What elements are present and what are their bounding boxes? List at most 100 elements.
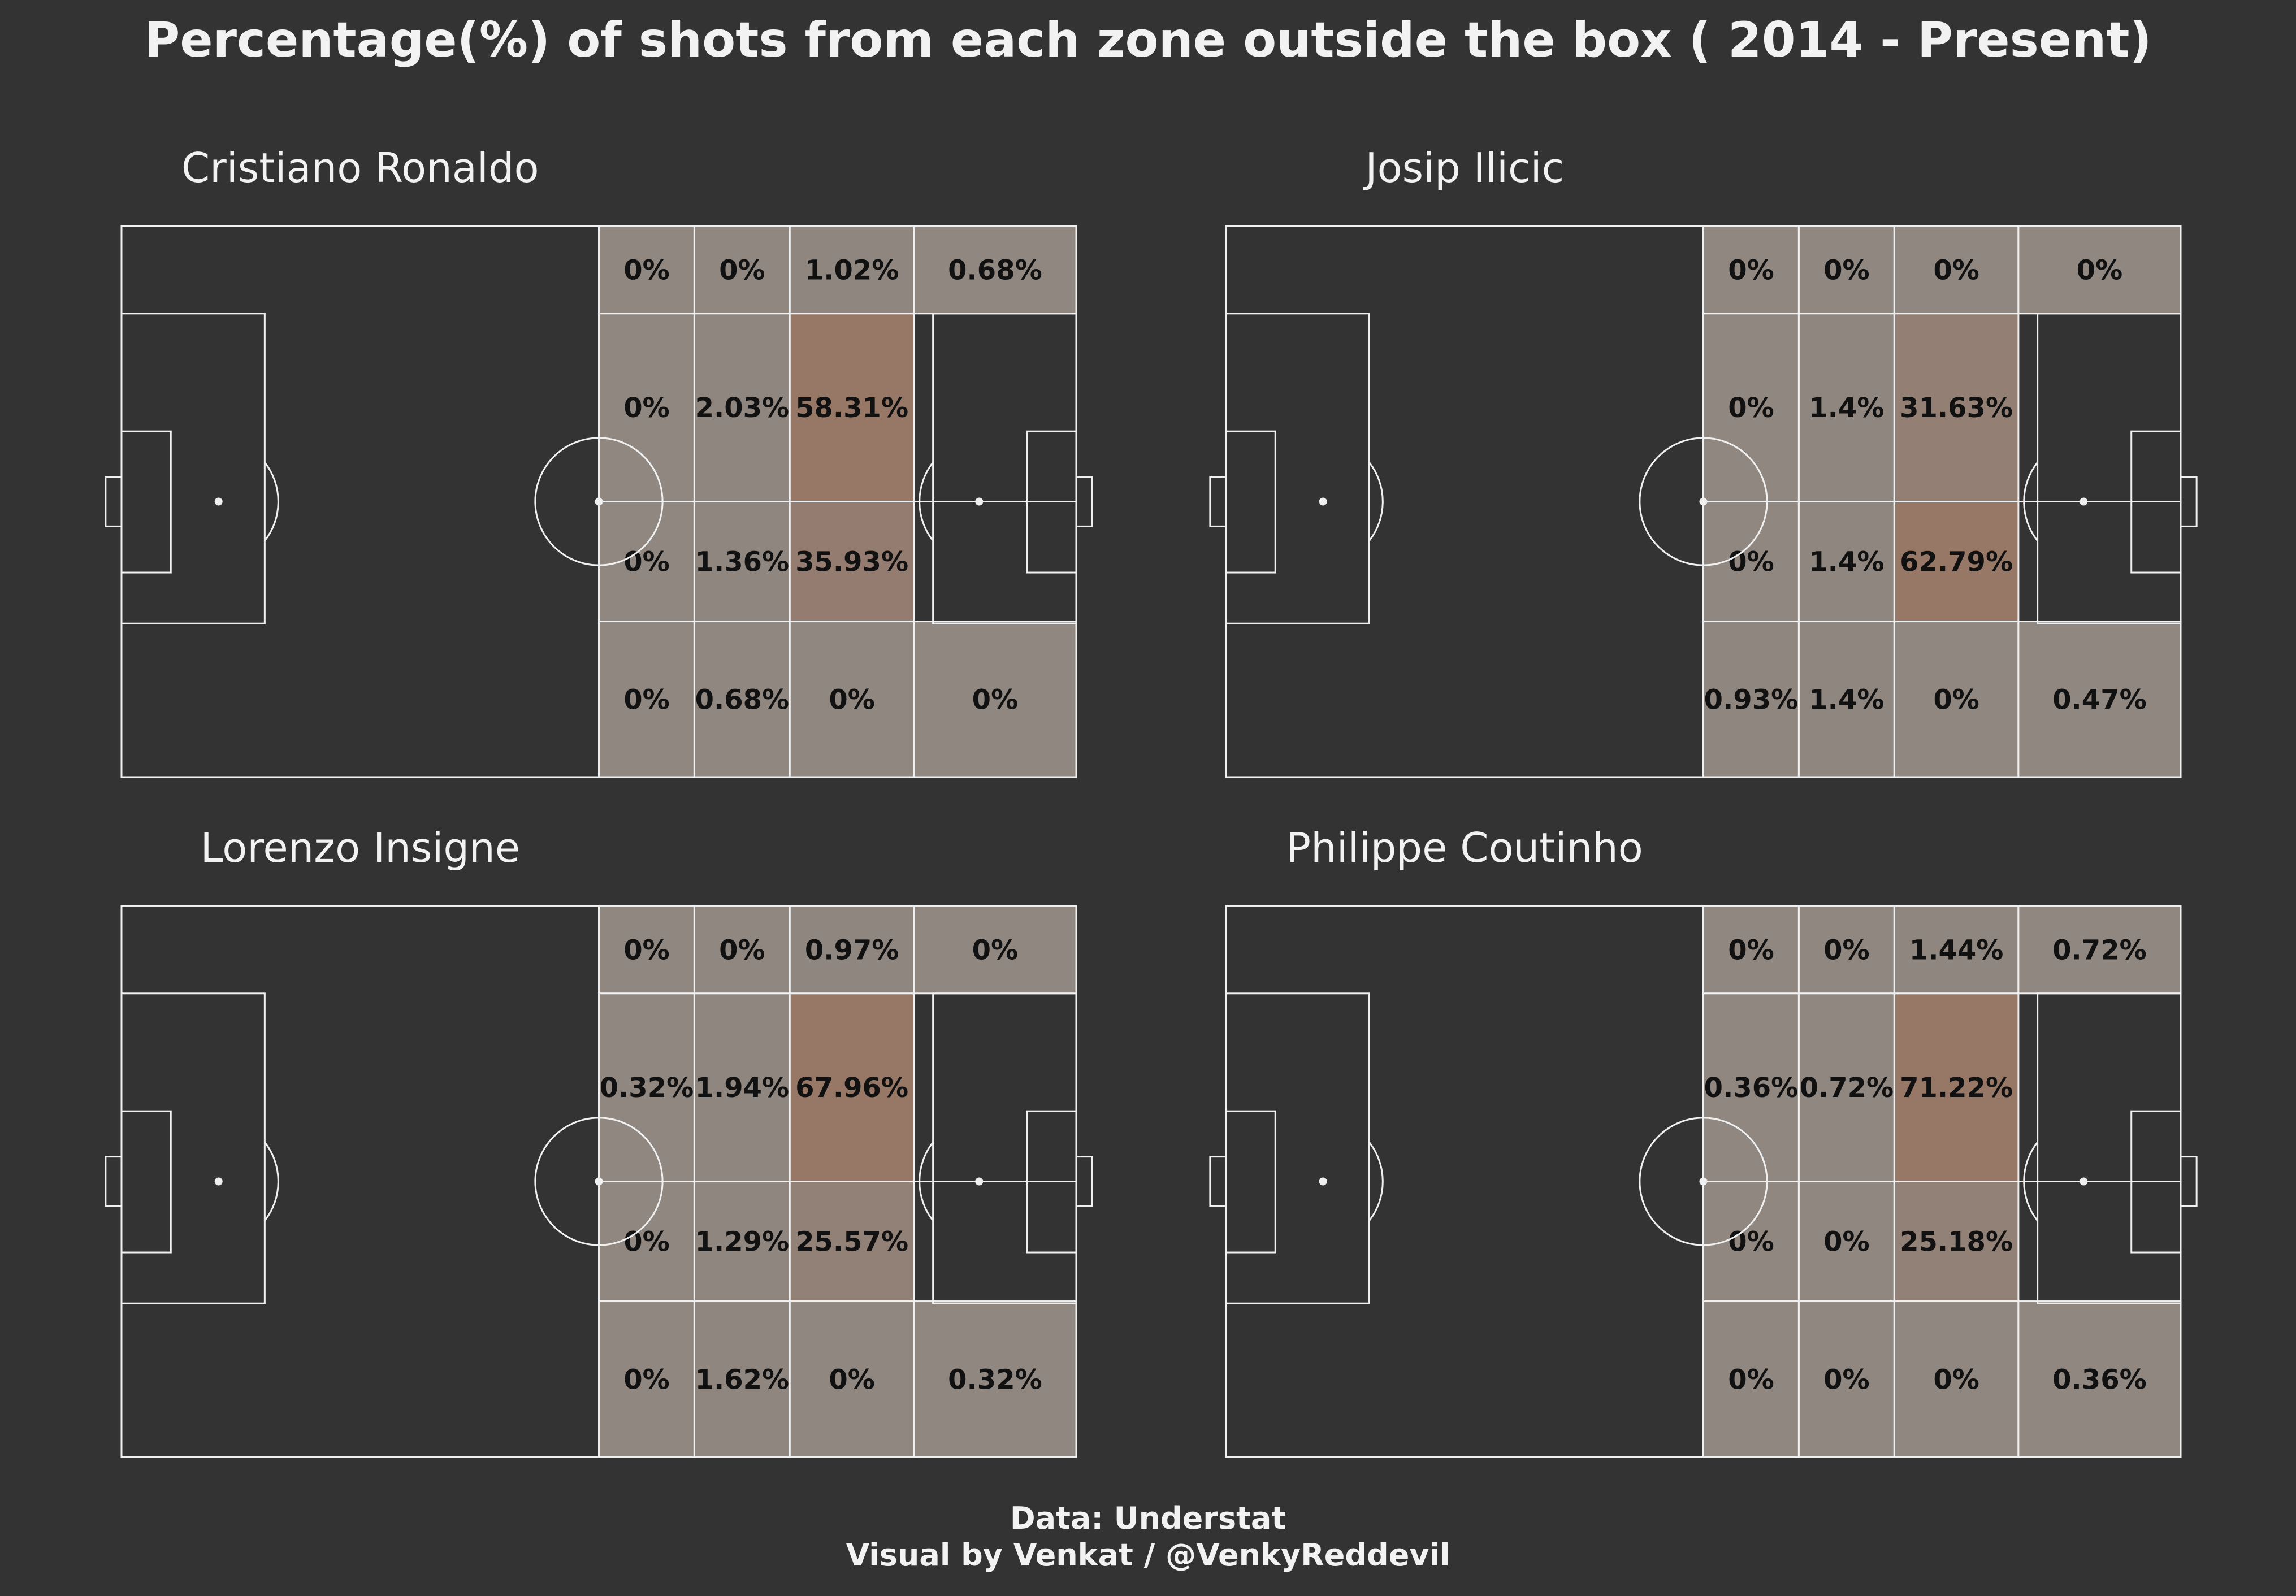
zone-cell (2017, 225, 2182, 315)
zone-cell (693, 1300, 791, 1458)
zone-cell (913, 905, 1077, 995)
zone-cell (1893, 992, 2020, 1182)
zone-label: 0.32% (948, 1364, 1042, 1395)
zone-label: 1.29% (695, 1226, 790, 1258)
zone-label: 1.4% (1809, 684, 1884, 715)
right-penalty-arc (2023, 462, 2038, 541)
footer-credit: Visual by Venkat / @VenkyReddevil (846, 1537, 1450, 1573)
right-goal (1075, 1156, 1093, 1207)
zone-cell (913, 1300, 1077, 1458)
zone-label: 0.36% (1704, 1072, 1799, 1104)
zone-label: 0.68% (695, 684, 790, 715)
zone-cell (693, 992, 791, 1182)
zone-label: 25.57% (795, 1226, 908, 1258)
right-goal (2180, 476, 2198, 527)
zone-label: 1.62% (695, 1364, 790, 1395)
zone-cell (598, 1300, 695, 1458)
zone-label: 0.93% (1704, 684, 1799, 715)
zone-label: 0% (1728, 254, 1774, 286)
zone-cell (598, 501, 695, 623)
center-circle (534, 437, 664, 566)
zone-cell (693, 905, 791, 995)
right-penalty-spot (2080, 1177, 2088, 1186)
zone-label: 0.72% (1800, 1072, 1894, 1104)
zone-label: 0% (623, 1226, 670, 1258)
zone-cell (1702, 225, 1800, 315)
zone-label: 0.72% (2052, 934, 2147, 966)
zone-cell (789, 313, 915, 502)
zone-label: 0% (1728, 1226, 1774, 1258)
zone-label: 0% (623, 1364, 670, 1395)
zone-cell (1702, 621, 1800, 778)
zone-cell (1797, 905, 1895, 995)
zone-label: 0.32% (600, 1072, 694, 1104)
right-penalty-arc (919, 462, 934, 541)
zone-label: 0% (1933, 254, 1979, 286)
zone-label: 0.36% (2052, 1364, 2147, 1395)
zone-cell (1702, 313, 1800, 502)
zone-cell (1702, 905, 1800, 995)
zone-cell (789, 621, 915, 778)
zone-label: 62.79% (1900, 547, 2013, 578)
zone-cell (1797, 621, 1895, 778)
zone-label: 0% (1933, 684, 1979, 715)
center-spot (1699, 1177, 1708, 1186)
zone-label: 0.47% (2052, 684, 2147, 715)
zone-label: 0% (829, 1364, 875, 1395)
zone-cell (598, 992, 695, 1182)
zone-label: 0% (623, 254, 670, 286)
left-penalty-spot (214, 1177, 223, 1186)
zone-cell (1702, 992, 1800, 1182)
zone-label: 0% (623, 547, 670, 578)
zone-label: 0% (1823, 1364, 1870, 1395)
zone-label: 1.36% (695, 547, 790, 578)
center-spot (595, 1177, 603, 1186)
panel-title: Lorenzo Insigne (200, 824, 520, 871)
right-penalty-spot (975, 497, 984, 506)
zone-label: 0% (1728, 547, 1774, 578)
zone-cell (2017, 905, 2182, 995)
zone-label: 0% (1933, 1364, 1979, 1395)
zone-label: 0% (719, 934, 765, 966)
zone-label: 0.68% (948, 254, 1042, 286)
zone-label: 58.31% (795, 392, 908, 424)
zone-label: 1.94% (695, 1072, 790, 1104)
zone-cell (789, 905, 915, 995)
zone-cell (789, 1181, 915, 1303)
center-spot (1699, 497, 1708, 506)
zone-label: 0% (1728, 1364, 1774, 1395)
center-circle (1639, 1117, 1768, 1246)
pitch-panel: Josip Ilicic 0% 0% 0% 0% 0% 1.4% 31.63% 0% 1.4% 62… (1209, 144, 2198, 778)
left-penalty-arc (264, 462, 279, 541)
pitch-panels: Cristiano Ronaldo 0% 0% 1.02% 0.68% 0% 2.03% 58… (105, 144, 2198, 1458)
zone-cell (913, 225, 1077, 315)
zone-cell (1797, 313, 1895, 502)
center-circle (1639, 437, 1768, 566)
left-penalty-arc (1368, 1142, 1384, 1221)
right-penalty-arc (2023, 1142, 2038, 1221)
zone-label: 2.03% (695, 392, 790, 424)
chart-title: Percentage(%) of shots from each zone ou… (144, 12, 2152, 68)
zone-label: 0% (1823, 254, 1870, 286)
zone-label: 0% (1728, 392, 1774, 424)
zone-label: 31.63% (1900, 392, 2013, 424)
panel-title: Philippe Coutinho (1286, 824, 1643, 871)
zone-cell (1893, 313, 2020, 502)
zone-cell (789, 1300, 915, 1458)
right-goal (1075, 476, 1093, 527)
zone-label: 67.96% (795, 1072, 908, 1104)
zone-label: 71.22% (1900, 1072, 2013, 1104)
zone-cell (1797, 1300, 1895, 1458)
zone-cell (693, 621, 791, 778)
left-goal (1209, 476, 1227, 527)
left-penalty-arc (1368, 462, 1384, 541)
zone-label: 0% (623, 684, 670, 715)
zone-label: 1.4% (1809, 547, 1884, 578)
zone-label: 1.4% (1809, 392, 1884, 424)
left-penalty-arc (264, 1142, 279, 1221)
zone-cell (2017, 1300, 2182, 1458)
zone-label: 1.44% (1909, 934, 2004, 966)
center-circle (534, 1117, 664, 1246)
